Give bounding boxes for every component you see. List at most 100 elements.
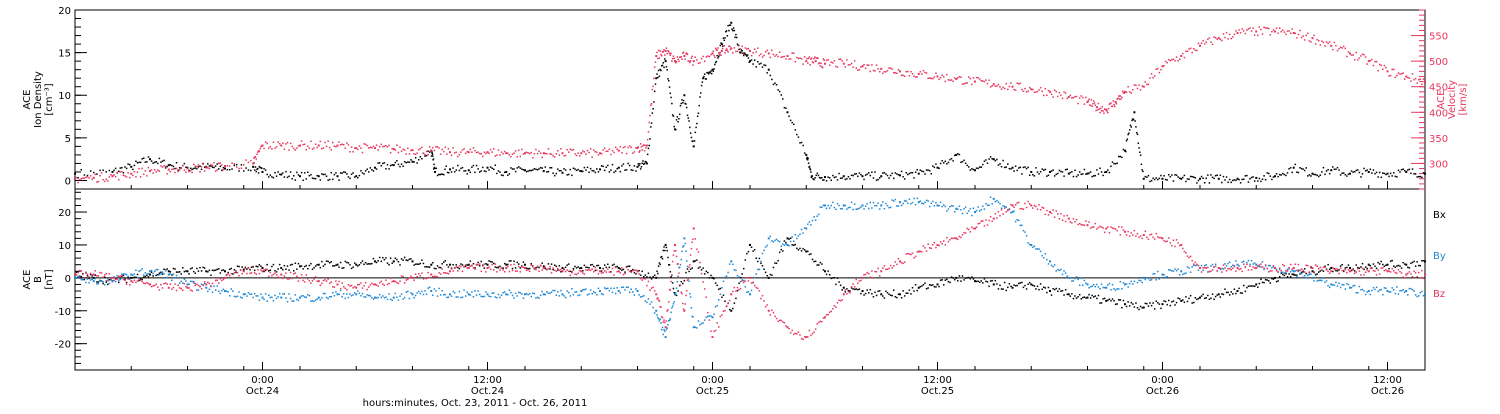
b-bz-point <box>193 282 195 284</box>
b-by-point <box>914 203 917 206</box>
b-bx-point <box>983 278 986 280</box>
b-bz-point <box>1077 223 1079 226</box>
density-point <box>860 173 862 176</box>
b-bx-point <box>1318 271 1320 273</box>
b-bx-point <box>889 294 892 296</box>
density-point <box>364 170 367 172</box>
velocity-point <box>1153 75 1156 77</box>
b-by-point <box>405 291 407 293</box>
b-bz-point <box>572 269 575 271</box>
density-point <box>1393 172 1395 174</box>
b-bx-point <box>961 275 964 277</box>
density-point <box>113 169 115 172</box>
b-bz-point <box>1244 266 1247 268</box>
b-bx-point <box>1353 270 1356 272</box>
density-point <box>275 175 278 177</box>
b-by-point <box>1363 290 1365 292</box>
velocity-point <box>766 49 768 52</box>
velocity-point <box>783 55 786 58</box>
b-bz-point <box>1030 204 1033 207</box>
density-point <box>1157 178 1159 181</box>
b-bx-point <box>1327 263 1329 266</box>
velocity-point <box>1347 51 1350 53</box>
velocity-point <box>1138 84 1140 86</box>
density-point <box>336 175 339 178</box>
b-bx-point <box>877 290 879 293</box>
b-bz-point <box>855 278 857 281</box>
velocity-point <box>603 147 606 149</box>
density-point <box>313 177 315 180</box>
b-by-point <box>1411 288 1414 291</box>
b-by-point <box>949 205 951 208</box>
x-tick-label-date: Oct.26 <box>1146 386 1179 397</box>
b-bz-point <box>561 270 564 273</box>
density-point <box>1314 173 1317 176</box>
density-point <box>1138 147 1140 149</box>
b-bx-point <box>1136 307 1139 309</box>
velocity-point <box>961 83 964 85</box>
b-bz-point <box>897 257 900 260</box>
b-bz-point <box>1003 207 1006 209</box>
b-bx-point <box>499 265 501 268</box>
b-bx-point <box>149 273 151 276</box>
density-point <box>807 162 810 164</box>
velocity-point <box>336 144 339 147</box>
b-by-point <box>1099 288 1101 290</box>
b-bz-point <box>1072 218 1075 220</box>
density-point <box>818 176 821 179</box>
b-bx-point <box>1196 298 1198 301</box>
velocity-point <box>264 141 267 143</box>
velocity-point <box>1174 60 1176 62</box>
density-point <box>547 170 550 173</box>
velocity-point <box>478 152 481 155</box>
velocity-point <box>297 145 300 147</box>
b-by-point <box>977 206 979 208</box>
b-bx-point <box>922 283 925 286</box>
density-point <box>266 173 268 176</box>
b-bx-point <box>905 292 907 294</box>
velocity-point <box>472 147 475 149</box>
b-by-point <box>1000 207 1003 210</box>
velocity-point <box>653 66 656 68</box>
b-bx-point <box>842 286 845 289</box>
b-bz-point <box>260 269 262 271</box>
density-point <box>1350 170 1353 172</box>
density-point <box>755 66 757 68</box>
velocity-point <box>1133 84 1136 86</box>
b-by-point <box>1136 281 1139 284</box>
b-bx-point <box>672 287 675 290</box>
b-bz-point <box>810 334 812 337</box>
b-by-point <box>430 290 433 293</box>
density-point <box>1005 166 1007 168</box>
velocity-point <box>933 76 936 78</box>
b-bx-point <box>383 258 386 261</box>
velocity-point <box>1397 72 1400 74</box>
velocity-tick-label: 350 <box>1429 134 1448 145</box>
velocity-point <box>1088 98 1090 100</box>
b-bz-point <box>991 220 993 222</box>
density-point <box>644 160 647 163</box>
density-point <box>216 163 218 165</box>
velocity-point <box>1357 59 1359 61</box>
density-point <box>1127 133 1129 136</box>
density-point <box>1313 173 1315 176</box>
b-by-point <box>133 273 136 275</box>
b-bz-point <box>769 314 772 316</box>
velocity-point <box>1141 85 1143 87</box>
b-bx-point <box>571 271 573 273</box>
b-by-point <box>339 289 342 292</box>
density-point <box>812 178 814 180</box>
b-by-point <box>147 273 150 275</box>
b-by-point <box>341 295 343 298</box>
b-by-point <box>628 291 631 294</box>
b-bx-point <box>222 269 225 271</box>
density-point <box>599 168 601 171</box>
b-bz-point <box>1118 226 1120 228</box>
density-point <box>727 24 729 27</box>
density-point <box>625 169 628 171</box>
density-point <box>1134 120 1136 122</box>
velocity-point <box>1035 91 1037 93</box>
density-point <box>300 171 303 174</box>
b-bz-point <box>372 283 375 286</box>
b-bz-point <box>130 280 133 283</box>
